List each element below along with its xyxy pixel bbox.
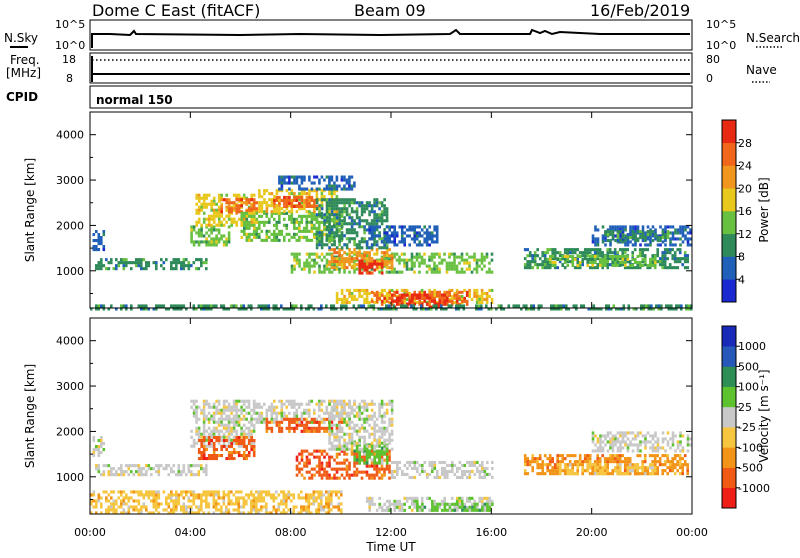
power-colorbar-tick-label: 16: [738, 205, 752, 218]
beam-title: Beam 09: [354, 1, 426, 20]
velocity-colorbar-swatch: [722, 427, 736, 448]
nave-tick-bottom: 0: [706, 72, 713, 85]
power-colorbar-swatch: [722, 188, 736, 211]
velocity-scatter-region: [90, 490, 343, 514]
power-colorbar-swatch: [722, 257, 736, 280]
nsearch-tick-top: 10^5: [706, 18, 736, 31]
velocity-scatter-region: [95, 464, 208, 476]
velocity-ytick-label: 3000: [56, 380, 84, 393]
date-title: 16/Feb/2019: [590, 1, 690, 20]
time-axis: 00:00 04:00 08:00 12:00 16:00 20:00 00:00: [74, 526, 708, 539]
power-colorbar-tick-label: 20: [738, 182, 752, 195]
velocity-colorbar-swatch: [722, 407, 736, 428]
velocity-colorbar-tick-label: 1000: [738, 340, 766, 353]
velocity-colorbar-swatch: [722, 468, 736, 489]
cpid-label: CPID: [6, 90, 38, 104]
nave-label: Nave: [746, 63, 777, 77]
power-colorbar: 28 24 20 16 12 8 4: [722, 120, 752, 302]
power-colorbar-swatch: [722, 279, 736, 302]
nsearch-tick-bottom: 10^0: [706, 39, 736, 52]
power-ytick-label: 4000: [56, 129, 84, 142]
velocity-scatter-region: [93, 436, 106, 457]
time-tick-label: 08:00: [275, 526, 307, 539]
cpid-value: normal 150: [96, 93, 173, 107]
velocity-scatter-region: [328, 400, 393, 451]
power-ytick-label: 2000: [56, 219, 84, 232]
freq-label-2: [MHz]: [6, 66, 41, 80]
nsky-tick-bottom: 10^0: [55, 39, 85, 52]
power-colorbar-swatch: [722, 143, 736, 166]
velocity-scatter-region: [391, 461, 494, 479]
time-tick-label: 16:00: [475, 526, 507, 539]
velocity-panel: [90, 318, 692, 514]
power-colorbar-tick-label: 4: [738, 273, 745, 286]
velocity-colorbar-label: Velocity [m s⁻¹]: [757, 369, 771, 462]
power-colorbar-swatch: [722, 234, 736, 257]
velocity-colorbar-tick-label: -25: [738, 421, 756, 434]
station-title: Dome C East (fitACF): [92, 1, 260, 20]
velocity-colorbar-swatch: [722, 366, 736, 387]
time-tick-label: 04:00: [174, 526, 206, 539]
power-ytick-label: 3000: [56, 174, 84, 187]
freq-panel: [90, 53, 692, 83]
velocity-ytick-label: 1000: [56, 471, 84, 484]
velocity-scatter-region: [592, 431, 692, 452]
power-colorbar-tick-label: 28: [738, 137, 752, 150]
power-colorbar-swatch: [722, 211, 736, 234]
power-panel: [90, 112, 692, 308]
power-y-axis: 1000 2000 3000 4000: [56, 112, 692, 308]
power-scatter-region: [278, 176, 356, 191]
x-axis-label: Time UT: [365, 540, 416, 554]
nsearch-label: N.Search: [746, 31, 800, 45]
power-colorbar-label: Power [dB]: [757, 177, 771, 242]
velocity-colorbar-swatch: [722, 488, 736, 509]
power-ylabel: Slant Range [km]: [23, 158, 37, 262]
velocity-colorbar-tick-label: 25: [738, 401, 752, 414]
velocity-cells: [90, 400, 692, 515]
velocity-colorbar-swatch: [722, 346, 736, 367]
time-tick-label: 12:00: [375, 526, 407, 539]
freq-label-1: Freq.: [10, 53, 40, 67]
nsky-tick-top: 10^5: [55, 18, 85, 31]
freq-tick-bottom: 8: [66, 72, 73, 85]
power-scatter-region: [93, 230, 106, 251]
power-scatter-region: [190, 225, 230, 246]
time-tick-label: 20:00: [576, 526, 608, 539]
velocity-ytick-label: 4000: [56, 335, 84, 348]
velocity-colorbar-swatch: [722, 326, 736, 347]
power-scatter-region: [95, 258, 208, 270]
power-cells: [90, 176, 693, 311]
velocity-ylabel: Slant Range [km]: [23, 364, 37, 468]
velocity-colorbar-swatch: [722, 387, 736, 408]
power-ytick-label: 1000: [56, 265, 84, 278]
power-colorbar-tick-label: 24: [738, 160, 752, 173]
velocity-colorbar-tick-label: -1000: [738, 482, 770, 495]
nave-tick-top: 80: [706, 53, 720, 66]
power-colorbar-swatch: [722, 120, 736, 143]
nsky-label: N.Sky: [4, 31, 38, 45]
velocity-colorbar-swatch: [722, 447, 736, 468]
velocity-colorbar-tick-label: 500: [738, 360, 759, 373]
power-colorbar-tick-label: 8: [738, 251, 745, 264]
freq-tick-top: 18: [62, 53, 76, 66]
cpid-panel: [90, 86, 692, 108]
velocity-ytick-label: 2000: [56, 425, 84, 438]
power-colorbar-tick-label: 12: [738, 228, 752, 241]
velocity-colorbar-tick-label: 100: [738, 381, 759, 394]
time-tick-label: 00:00: [676, 526, 708, 539]
power-colorbar-swatch: [722, 166, 736, 189]
nsky-trace: [92, 30, 690, 48]
time-tick-label: 00:00: [74, 526, 106, 539]
